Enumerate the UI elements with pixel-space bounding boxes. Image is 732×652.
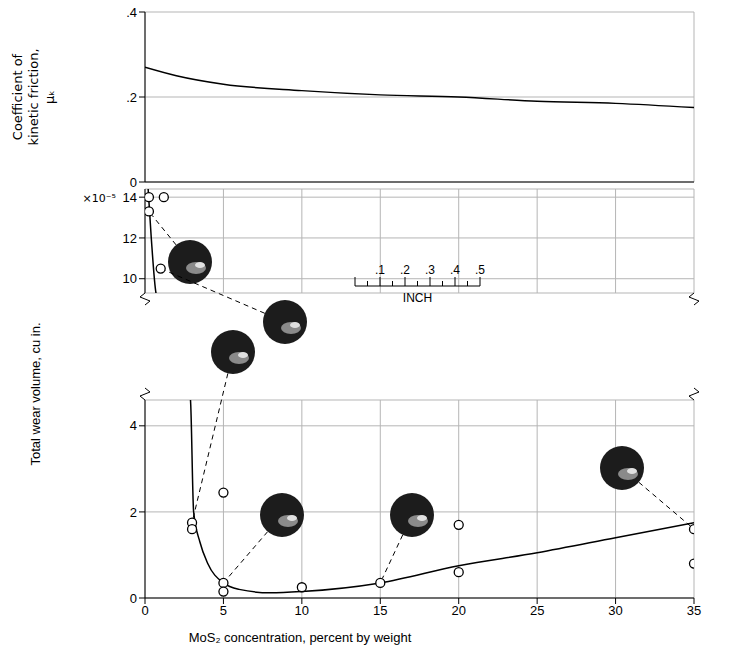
svg-text:.3: .3 xyxy=(425,263,435,277)
svg-text:0: 0 xyxy=(130,175,137,190)
svg-text:INCH: INCH xyxy=(403,291,432,305)
svg-text:2: 2 xyxy=(130,505,137,520)
svg-text:MoS₂ concentration, percent by: MoS₂ concentration, percent by weight xyxy=(189,630,412,645)
svg-text:.4: .4 xyxy=(450,263,460,277)
svg-text:12: 12 xyxy=(123,231,137,246)
svg-text:0: 0 xyxy=(141,603,148,618)
svg-text:10: 10 xyxy=(123,271,137,286)
svg-text:.1: .1 xyxy=(375,263,385,277)
svg-text:15: 15 xyxy=(373,603,387,618)
svg-text:μₖ: μₖ xyxy=(42,90,57,104)
svg-text:.4: .4 xyxy=(126,5,137,20)
svg-text:0: 0 xyxy=(130,591,137,606)
svg-text:Coefficient of: Coefficient of xyxy=(10,53,25,140)
svg-text:kinetic friction,: kinetic friction, xyxy=(26,48,41,145)
svg-text:4: 4 xyxy=(130,418,137,433)
svg-text:.2: .2 xyxy=(400,263,410,277)
svg-text:.5: .5 xyxy=(475,263,485,277)
svg-text:35: 35 xyxy=(687,603,701,618)
svg-text:10: 10 xyxy=(295,603,309,618)
svg-text:Total wear volume, cu in.: Total wear volume, cu in. xyxy=(28,322,43,465)
svg-text:14: 14 xyxy=(123,190,137,205)
svg-text:20: 20 xyxy=(451,603,465,618)
svg-text:.2: .2 xyxy=(126,90,137,105)
svg-text:30: 30 xyxy=(608,603,622,618)
svg-text:5: 5 xyxy=(220,603,227,618)
svg-text:25: 25 xyxy=(530,603,544,618)
svg-text:×10⁻⁵: ×10⁻⁵ xyxy=(83,192,116,205)
